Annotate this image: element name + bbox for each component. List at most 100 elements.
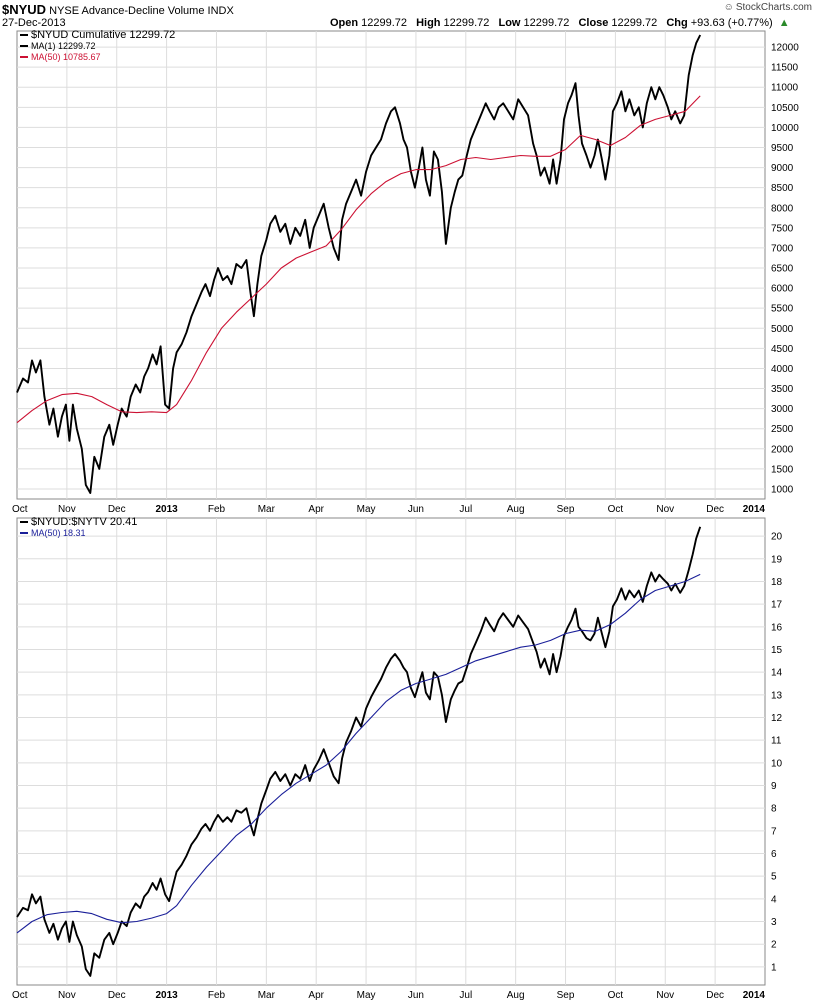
y-tick-label: 17 [771,600,783,611]
x-tick-label: 2014 [743,504,766,515]
y-tick-label: 19 [771,554,783,565]
chart-date: 27-Dec-2013 [2,17,66,29]
legend-entry: $NYUD Cumulative 12299.72 [31,29,175,41]
x-tick-label: Sep [557,504,575,515]
panel-bottom: Oct Nov Dec 2013 Feb Mar Apr May Jun Jul Aug Sep Oct… [12,516,783,1000]
y-tick-label: 12000 [771,43,799,54]
x-tick-label: Dec [108,990,126,1000]
y-tick-label: 16 [771,622,783,633]
x-tick-label: Oct [12,990,28,1000]
y-tick-label: 11 [771,736,782,747]
x-tick-label: Nov [656,990,674,1000]
y-tick-label: 15 [771,645,783,656]
series-line-price [16,34,702,494]
y-tick-label: 1000 [771,484,794,495]
y-tick-label: 10000 [771,123,799,134]
legend-entry: MA(1) 12299.72 [31,41,96,51]
symbol: $NYUD [2,2,47,17]
x-tick-label: May [357,504,376,515]
x-tick-label: Dec [108,504,126,515]
chg-label: Chg [666,17,688,29]
y-tick-label: 11000 [771,83,799,94]
y-tick-label: 7000 [771,243,794,254]
x-tick-label: Jul [459,990,472,1000]
chart-title: $NYUD NYSE Advance-Decline Volume INDX [2,2,234,17]
panel-top: Oct Nov Dec 2013 Feb Mar Apr May Jun Jul Aug Sep Oct… [12,29,799,515]
y-tick-label: 2500 [771,424,794,435]
series-line-ma50 [16,573,701,934]
y-tick-label: 11500 [771,63,799,74]
y-tick-label: 9500 [771,143,794,154]
x-tick-label: Dec [706,990,724,1000]
y-tick-label: 7 [771,826,777,837]
y-tick-label: 8000 [771,203,794,214]
up-arrow-icon: ▲ [778,17,790,29]
x-tick-label: Jun [408,990,424,1000]
x-tick-label: Feb [208,990,226,1000]
y-tick-label: 20 [771,532,783,543]
close-label: Close [578,17,609,29]
legend-entry: $NYUD:$NYTV 20.41 [31,516,137,528]
y-tick-label: 1500 [771,464,794,475]
x-tick-label: Mar [258,504,276,515]
x-tick-label: Nov [656,504,674,515]
x-tick-label: May [357,990,376,1000]
brand-logo: StockCharts.com [724,2,812,13]
y-tick-label: 12 [771,713,783,724]
x-tick-label: Nov [58,990,76,1000]
x-tick-label: Sep [557,990,575,1000]
x-tick-label: Feb [208,504,226,515]
y-tick-label: 2 [771,940,777,951]
x-tick-label: 2014 [743,990,766,1000]
x-tick-label: Apr [308,990,324,1000]
x-tick-label: Nov [58,504,76,515]
x-tick-label: 2013 [155,990,178,1000]
y-tick-label: 4500 [771,344,794,355]
x-tick-label: Mar [258,990,276,1000]
close-value: 12299.72 [611,17,658,29]
high-value: 12299.72 [443,17,490,29]
x-tick-label: Oct [608,990,624,1000]
x-tick-label: Dec [706,504,724,515]
y-tick-label: 8 [771,804,777,815]
y-tick-label: 1 [771,962,777,973]
x-tick-label: Oct [608,504,624,515]
chg-value: +93.63 (+0.77%) [690,17,773,29]
x-tick-label: Aug [507,990,525,1000]
x-tick-label: Apr [308,504,324,515]
y-tick-label: 14 [771,668,783,679]
y-tick-label: 5500 [771,304,794,315]
y-tick-label: 8500 [771,183,794,194]
y-tick-label: 4 [771,894,777,905]
y-tick-label: 6 [771,849,777,860]
legend-entry: MA(50) 10785.67 [31,52,101,62]
low-label: Low [498,17,521,29]
series-line-ma50 [16,95,701,424]
x-tick-label: Jun [408,504,424,515]
y-tick-label: 3000 [771,404,794,415]
y-tick-label: 5000 [771,324,794,335]
index-name: NYSE Advance-Decline Volume [49,5,205,17]
y-tick-label: 18 [771,577,783,588]
open-value: 12299.72 [361,17,408,29]
x-tick-label: 2013 [155,504,178,515]
high-label: High [416,17,441,29]
x-tick-label: Oct [12,504,28,515]
y-tick-label: 5 [771,872,777,883]
low-value: 12299.72 [523,17,570,29]
plot-frame [16,30,766,500]
y-tick-label: 2000 [771,444,794,455]
y-tick-label: 7500 [771,223,794,234]
y-tick-label: 6000 [771,284,794,295]
legend-entry: MA(50) 18.31 [31,528,86,538]
y-tick-label: 4000 [771,364,794,375]
y-tick-label: 9000 [771,163,794,174]
y-tick-label: 3500 [771,384,794,395]
series-line-price [16,526,702,977]
y-tick-label: 13 [771,690,783,701]
exchange: INDX [207,5,234,17]
ohlc-bar: Open 12299.72 High 12299.72 Low 12299.72 Cl… [330,17,790,29]
x-tick-label: Aug [507,504,525,515]
y-tick-label: 9 [771,781,777,792]
